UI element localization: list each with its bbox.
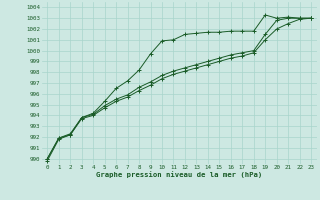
X-axis label: Graphe pression niveau de la mer (hPa): Graphe pression niveau de la mer (hPa) bbox=[96, 172, 262, 178]
